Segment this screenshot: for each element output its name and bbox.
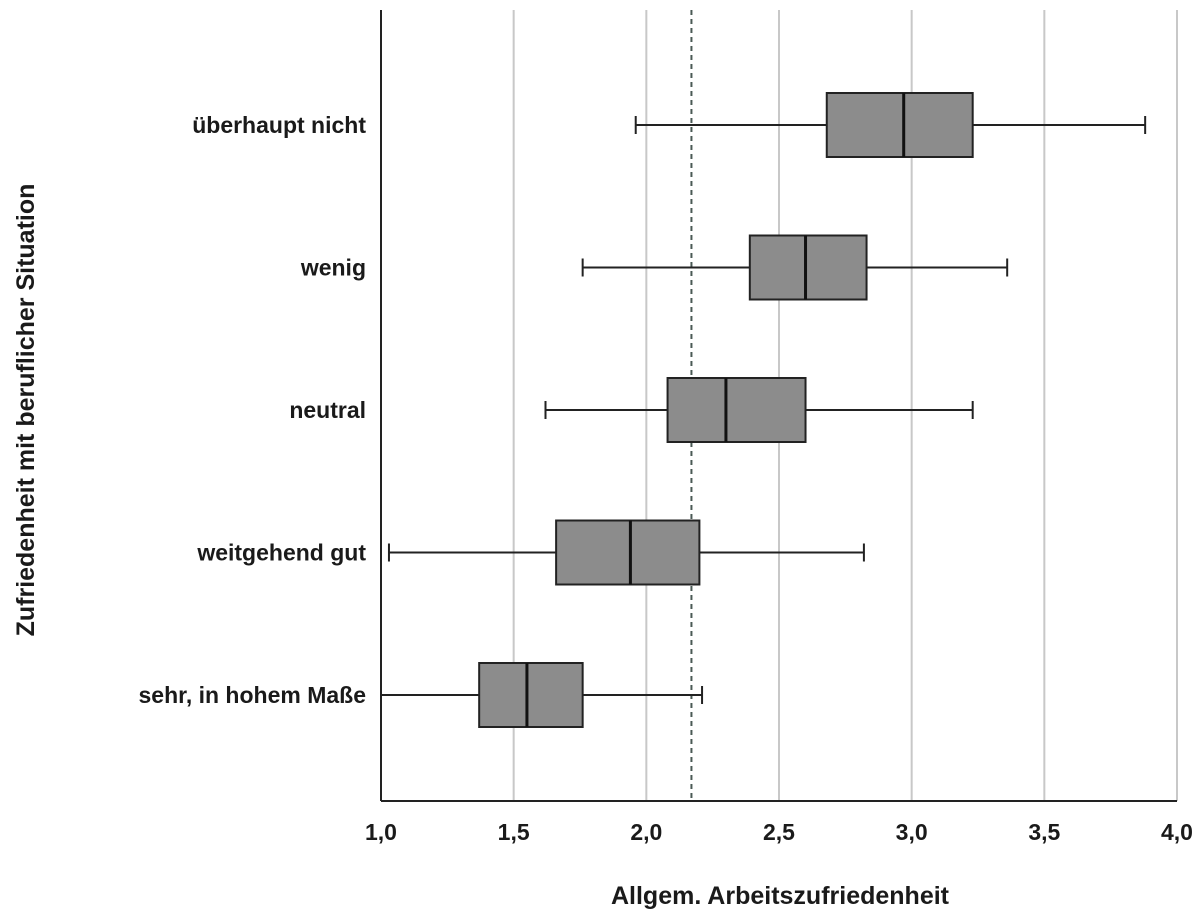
x-tick-label: 2,5 [763, 819, 795, 845]
x-tick-label: 1,0 [365, 819, 397, 845]
box-iqr [748, 234, 868, 301]
box-group [544, 377, 974, 443]
category-label: wenig [300, 255, 366, 281]
category-label: sehr, in hohem Maße [139, 682, 367, 708]
axes [380, 10, 1177, 802]
category-label: weitgehend gut [196, 540, 366, 566]
category-label: überhaupt nicht [192, 112, 366, 138]
category-label: neutral [289, 397, 366, 423]
box-iqr [825, 92, 974, 158]
y-axis-title: Zufriedenheit mit beruflicher Situation [12, 184, 40, 637]
boxes [380, 92, 1147, 728]
box-group [634, 92, 1147, 158]
x-axis-title: Allgem. Arbeitszufriedenheit [611, 882, 950, 910]
box-group [581, 234, 1009, 301]
x-tick-label: 2,0 [630, 819, 662, 845]
labels: 1,0 1,5 2,0 2,5 3,0 3,5 4,0 überhaupt nicht weni… [139, 112, 1193, 845]
x-tick-label: 3,5 [1028, 819, 1060, 845]
box-iqr [666, 377, 807, 443]
box-group [387, 519, 865, 586]
x-tick-label: 3,0 [896, 819, 928, 845]
box-group [380, 662, 704, 728]
x-tick-label: 1,5 [498, 819, 530, 845]
x-tick-label: 4,0 [1161, 819, 1193, 845]
box-iqr [555, 519, 701, 586]
box-iqr [478, 662, 584, 728]
